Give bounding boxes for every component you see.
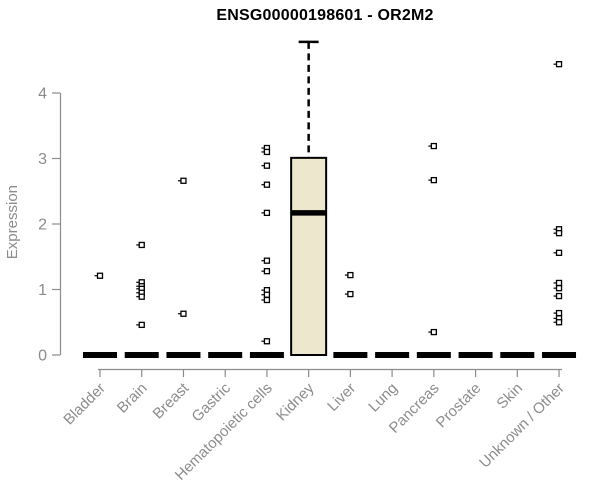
zero-expression-bar xyxy=(458,352,493,358)
outliers-brain xyxy=(136,241,145,329)
category-box-skin xyxy=(500,352,535,358)
outlier-point xyxy=(430,176,437,184)
outliers-bladder xyxy=(94,272,104,279)
zero-expression-bar xyxy=(416,352,451,358)
category-box-pancreas xyxy=(416,352,451,358)
outlier-point xyxy=(138,293,145,300)
zero-expression-bar xyxy=(83,352,117,358)
iqr-box xyxy=(290,156,328,356)
x-category-label-lung: Lung xyxy=(365,380,401,416)
zero-expression-bar xyxy=(124,352,159,358)
outlier-point xyxy=(555,309,563,317)
x-category-label-bladder: Bladder xyxy=(60,380,109,429)
zero-expression-bar xyxy=(208,352,243,358)
outlier-point xyxy=(555,285,563,292)
outlier-point xyxy=(555,319,563,326)
outliers-hematopoietic-cells xyxy=(261,144,271,345)
outliers-pancreas xyxy=(428,142,437,336)
outliers-breast xyxy=(177,177,187,317)
x-category-label-kidney: Kidney xyxy=(273,379,318,424)
outlier-point xyxy=(430,328,437,336)
x-category-label-liver: Liver xyxy=(324,380,359,415)
category-box-breast xyxy=(166,352,201,358)
outlier-point xyxy=(263,296,271,304)
chart-title: ENSG00000198601 - OR2M2 xyxy=(216,7,434,24)
zero-expression-bar xyxy=(249,352,284,358)
y-tick-label-1: 1 xyxy=(38,282,47,299)
category-box-lung xyxy=(375,352,410,358)
outlier-point xyxy=(347,271,354,279)
outlier-point xyxy=(138,241,145,249)
zero-expression-bar xyxy=(542,352,577,358)
outlier-point xyxy=(180,177,187,184)
category-box-kidney xyxy=(290,40,328,356)
outlier-point xyxy=(263,268,271,275)
category-box-prostate xyxy=(458,352,493,358)
x-category-label-skin: Skin xyxy=(493,380,526,413)
outliers-unknown-other xyxy=(553,61,563,326)
category-box-hematopoietic-cells xyxy=(249,352,284,358)
outlier-point xyxy=(138,321,145,329)
zero-expression-bar xyxy=(333,352,368,358)
outlier-point xyxy=(555,249,563,256)
outlier-point xyxy=(263,162,271,169)
outlier-point xyxy=(263,338,271,345)
category-box-gastric xyxy=(208,352,243,358)
outlier-point xyxy=(263,181,271,188)
outlier-point xyxy=(555,61,563,68)
y-tick-label-4: 4 xyxy=(38,86,47,103)
outlier-point xyxy=(555,279,563,287)
category-box-liver xyxy=(333,352,368,358)
y-axis: 0 1 2 3 4 xyxy=(38,86,62,365)
outlier-point xyxy=(263,148,271,156)
zero-expression-bar xyxy=(500,352,535,358)
outlier-point xyxy=(263,257,271,264)
x-category-label-brain: Brain xyxy=(114,380,151,417)
category-box-bladder xyxy=(83,352,117,358)
x-category-label-prostate: Prostate xyxy=(433,380,485,432)
zero-expression-bar xyxy=(375,352,410,358)
x-category-label-breast: Breast xyxy=(150,379,193,422)
outlier-point xyxy=(263,209,271,217)
outlier-point xyxy=(555,230,563,237)
outlier-point xyxy=(555,292,563,300)
zero-expression-bar xyxy=(166,352,201,358)
category-box-brain xyxy=(124,352,159,358)
y-tick-label-0: 0 xyxy=(38,348,47,365)
outlier-point xyxy=(180,310,187,317)
median-line xyxy=(291,210,327,216)
outlier-point xyxy=(430,142,437,150)
y-tick-label-2: 2 xyxy=(38,217,47,234)
outlier-point xyxy=(96,272,104,279)
y-tick-label-3: 3 xyxy=(38,151,47,168)
outliers-liver xyxy=(344,271,354,298)
outlier-point xyxy=(263,291,271,298)
outlier-point xyxy=(347,290,354,298)
category-box-unknown-other xyxy=(542,352,577,358)
